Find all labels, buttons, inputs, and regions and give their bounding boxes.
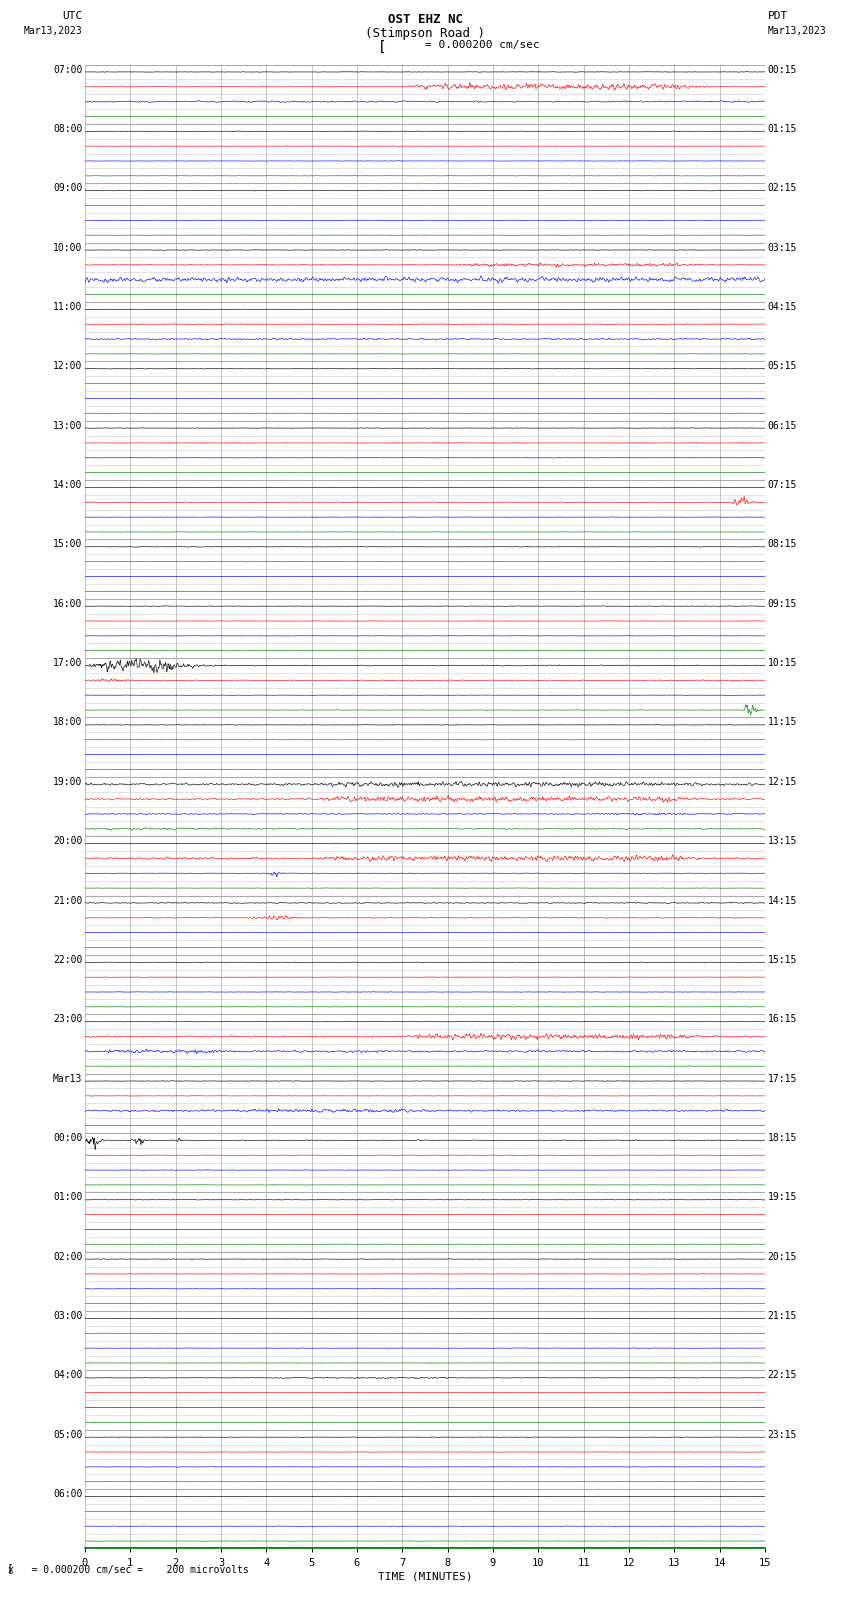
Text: UTC: UTC bbox=[62, 11, 82, 21]
Text: 11:15: 11:15 bbox=[768, 718, 797, 727]
Text: [: [ bbox=[7, 1563, 14, 1573]
Text: 14:15: 14:15 bbox=[768, 895, 797, 905]
Text: 21:00: 21:00 bbox=[53, 895, 82, 905]
Text: Mar13,2023: Mar13,2023 bbox=[24, 26, 82, 35]
Text: 01:15: 01:15 bbox=[768, 124, 797, 134]
Text: 18:00: 18:00 bbox=[53, 718, 82, 727]
Text: Mar13: Mar13 bbox=[53, 1074, 82, 1084]
Text: 10:15: 10:15 bbox=[768, 658, 797, 668]
Text: 01:00: 01:00 bbox=[53, 1192, 82, 1202]
Text: 22:00: 22:00 bbox=[53, 955, 82, 965]
Text: 17:00: 17:00 bbox=[53, 658, 82, 668]
Text: 00:15: 00:15 bbox=[768, 65, 797, 74]
Text: 23:15: 23:15 bbox=[768, 1429, 797, 1440]
Text: 08:00: 08:00 bbox=[53, 124, 82, 134]
Text: 10:00: 10:00 bbox=[53, 242, 82, 253]
Text: 23:00: 23:00 bbox=[53, 1015, 82, 1024]
Text: 14:00: 14:00 bbox=[53, 481, 82, 490]
Text: 02:00: 02:00 bbox=[53, 1252, 82, 1261]
Text: 07:15: 07:15 bbox=[768, 481, 797, 490]
Text: 20:15: 20:15 bbox=[768, 1252, 797, 1261]
Text: 15:15: 15:15 bbox=[768, 955, 797, 965]
Text: 19:15: 19:15 bbox=[768, 1192, 797, 1202]
Text: 08:15: 08:15 bbox=[768, 539, 797, 550]
X-axis label: TIME (MINUTES): TIME (MINUTES) bbox=[377, 1571, 473, 1582]
Text: 09:15: 09:15 bbox=[768, 598, 797, 608]
Text: 07:00: 07:00 bbox=[53, 65, 82, 74]
Text: OST EHZ NC: OST EHZ NC bbox=[388, 13, 462, 26]
Text: [: [ bbox=[378, 40, 387, 55]
Text: 05:15: 05:15 bbox=[768, 361, 797, 371]
Text: 00:00: 00:00 bbox=[53, 1132, 82, 1144]
Text: PDT: PDT bbox=[768, 11, 788, 21]
Text: Mar13,2023: Mar13,2023 bbox=[768, 26, 826, 35]
Text: 18:15: 18:15 bbox=[768, 1132, 797, 1144]
Text: 17:15: 17:15 bbox=[768, 1074, 797, 1084]
Text: 03:00: 03:00 bbox=[53, 1311, 82, 1321]
Text: 02:15: 02:15 bbox=[768, 184, 797, 194]
Text: 05:00: 05:00 bbox=[53, 1429, 82, 1440]
Text: 16:15: 16:15 bbox=[768, 1015, 797, 1024]
Text: = 0.000200 cm/sec: = 0.000200 cm/sec bbox=[425, 40, 540, 50]
Text: 03:15: 03:15 bbox=[768, 242, 797, 253]
Text: 11:00: 11:00 bbox=[53, 302, 82, 311]
Text: 13:15: 13:15 bbox=[768, 836, 797, 847]
Text: 16:00: 16:00 bbox=[53, 598, 82, 608]
Text: 13:00: 13:00 bbox=[53, 421, 82, 431]
Text: 09:00: 09:00 bbox=[53, 184, 82, 194]
Text: 04:15: 04:15 bbox=[768, 302, 797, 311]
Text: 21:15: 21:15 bbox=[768, 1311, 797, 1321]
Text: 06:15: 06:15 bbox=[768, 421, 797, 431]
Text: 15:00: 15:00 bbox=[53, 539, 82, 550]
Text: 12:00: 12:00 bbox=[53, 361, 82, 371]
Text: 12:15: 12:15 bbox=[768, 777, 797, 787]
Text: 19:00: 19:00 bbox=[53, 777, 82, 787]
Text: x   = 0.000200 cm/sec =    200 microvolts: x = 0.000200 cm/sec = 200 microvolts bbox=[8, 1565, 249, 1574]
Text: 06:00: 06:00 bbox=[53, 1489, 82, 1498]
Text: (Stimpson Road ): (Stimpson Road ) bbox=[365, 27, 485, 40]
Text: 04:00: 04:00 bbox=[53, 1371, 82, 1381]
Text: 22:15: 22:15 bbox=[768, 1371, 797, 1381]
Text: 20:00: 20:00 bbox=[53, 836, 82, 847]
